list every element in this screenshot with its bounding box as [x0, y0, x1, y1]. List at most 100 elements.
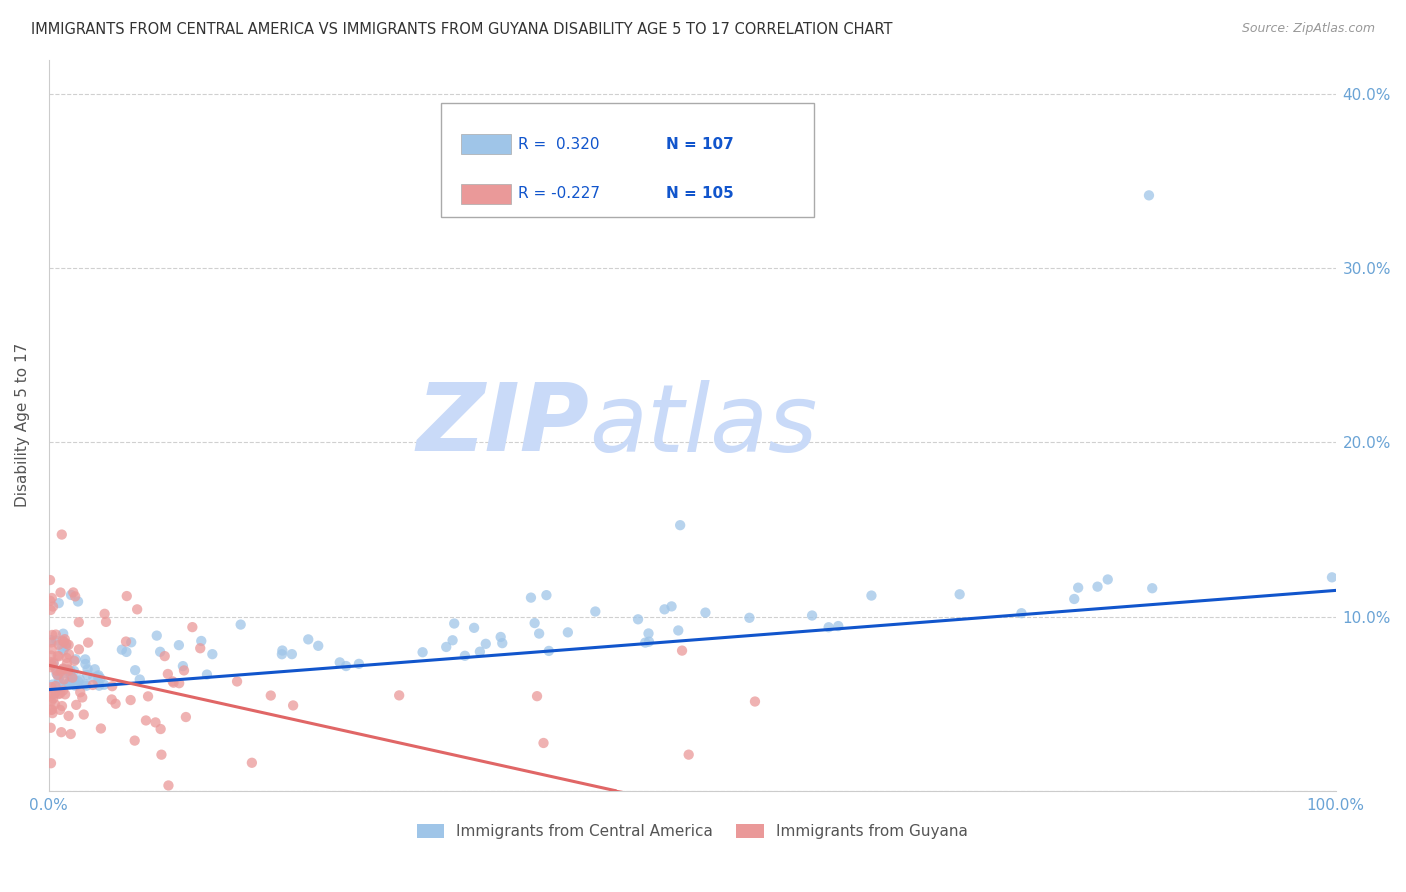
Point — [104, 697, 127, 711]
Point — [669, 518, 692, 533]
FancyBboxPatch shape — [461, 184, 510, 204]
Point — [93, 607, 115, 621]
Point — [145, 715, 167, 730]
Point — [63, 590, 86, 604]
Text: Source: ZipAtlas.com: Source: ZipAtlas.com — [1241, 22, 1375, 36]
Point — [56, 662, 79, 676]
Point — [201, 647, 224, 661]
Point — [281, 698, 304, 713]
Point — [53, 687, 76, 701]
Point — [60, 671, 83, 685]
Point — [55, 640, 77, 654]
Point — [46, 668, 69, 682]
Point — [39, 573, 62, 587]
Point — [63, 664, 86, 678]
Point — [39, 633, 62, 648]
Point — [149, 722, 172, 736]
Point — [463, 621, 485, 635]
Point — [190, 634, 212, 648]
Point — [63, 679, 86, 693]
Point — [52, 633, 75, 648]
Point — [637, 626, 659, 640]
Point — [67, 674, 90, 689]
Y-axis label: Disability Age 5 to 17: Disability Age 5 to 17 — [15, 343, 30, 508]
Point — [49, 674, 72, 689]
Point — [695, 606, 717, 620]
Point — [89, 679, 111, 693]
Point — [150, 747, 173, 762]
Point — [59, 673, 82, 688]
Point — [1142, 581, 1164, 595]
Point — [1010, 606, 1032, 620]
Point — [53, 665, 76, 680]
Text: atlas: atlas — [589, 380, 817, 471]
FancyBboxPatch shape — [461, 134, 510, 154]
Point — [136, 690, 159, 704]
Point — [167, 638, 190, 652]
Point — [491, 636, 513, 650]
Point — [172, 659, 194, 673]
Point — [42, 599, 65, 614]
Point — [52, 626, 75, 640]
Point — [49, 703, 72, 717]
Point — [39, 756, 62, 771]
Point — [678, 747, 700, 762]
Point — [52, 662, 75, 676]
Point — [661, 599, 683, 614]
Point — [347, 657, 370, 671]
Point — [1087, 580, 1109, 594]
Point — [557, 625, 579, 640]
Point — [412, 645, 434, 659]
Point — [520, 591, 543, 605]
Point — [49, 665, 72, 679]
Point — [100, 692, 122, 706]
Point — [627, 612, 650, 626]
Point — [162, 674, 184, 689]
Point — [51, 725, 73, 739]
Point — [115, 634, 138, 648]
Point — [45, 633, 67, 648]
Point — [124, 663, 146, 677]
Point — [41, 642, 63, 657]
Point — [181, 620, 204, 634]
Point — [124, 733, 146, 747]
Point — [44, 698, 66, 712]
Point — [173, 664, 195, 678]
Point — [671, 643, 693, 657]
Point — [153, 649, 176, 664]
Point — [56, 663, 79, 677]
Text: IMMIGRANTS FROM CENTRAL AMERICA VS IMMIGRANTS FROM GUYANA DISABILITY AGE 5 TO 17: IMMIGRANTS FROM CENTRAL AMERICA VS IMMIG… — [31, 22, 893, 37]
Point — [536, 588, 558, 602]
Point — [45, 666, 67, 681]
Point — [55, 651, 77, 665]
Point — [156, 667, 179, 681]
Point — [59, 664, 82, 678]
Point — [63, 654, 86, 668]
Point — [39, 635, 62, 649]
Legend: Immigrants from Central America, Immigrants from Guyana: Immigrants from Central America, Immigra… — [411, 818, 974, 845]
Point — [443, 616, 465, 631]
Point — [69, 685, 91, 699]
Point — [51, 527, 73, 541]
Point — [58, 709, 80, 723]
Point — [157, 779, 180, 793]
Point — [638, 634, 661, 648]
Point — [53, 632, 76, 647]
Point — [335, 659, 357, 673]
Point — [1067, 581, 1090, 595]
Point — [51, 663, 73, 677]
Point — [52, 673, 75, 687]
Point — [66, 594, 89, 608]
Point — [51, 680, 73, 694]
Point — [56, 656, 79, 670]
Point — [388, 689, 411, 703]
Point — [41, 591, 63, 605]
Point — [58, 677, 80, 691]
Point — [101, 679, 124, 693]
Point — [76, 662, 98, 676]
Point — [188, 641, 211, 656]
Point — [270, 647, 292, 661]
Point — [39, 603, 62, 617]
Point — [666, 624, 689, 638]
Point — [654, 602, 676, 616]
